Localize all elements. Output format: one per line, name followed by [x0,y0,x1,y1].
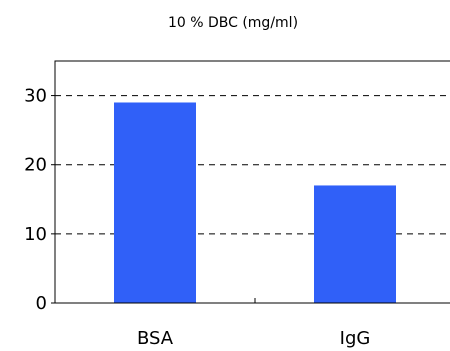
y-tick-label-10: 10 [24,224,47,245]
x-axis-labels: BSA IgG [137,298,370,349]
y-axis-ticks: 0 10 20 30 [24,86,55,314]
chart-title: 10 % DBC (mg/ml) [168,15,298,31]
y-tick-label-30: 30 [24,86,47,107]
y-tick-label-20: 20 [24,155,47,176]
bar-igg [314,185,396,303]
y-tick-label-0: 0 [36,293,47,314]
x-label-bsa: BSA [137,328,174,349]
bar-bsa [114,102,196,303]
bars [114,102,396,303]
x-label-igg: IgG [340,328,371,349]
